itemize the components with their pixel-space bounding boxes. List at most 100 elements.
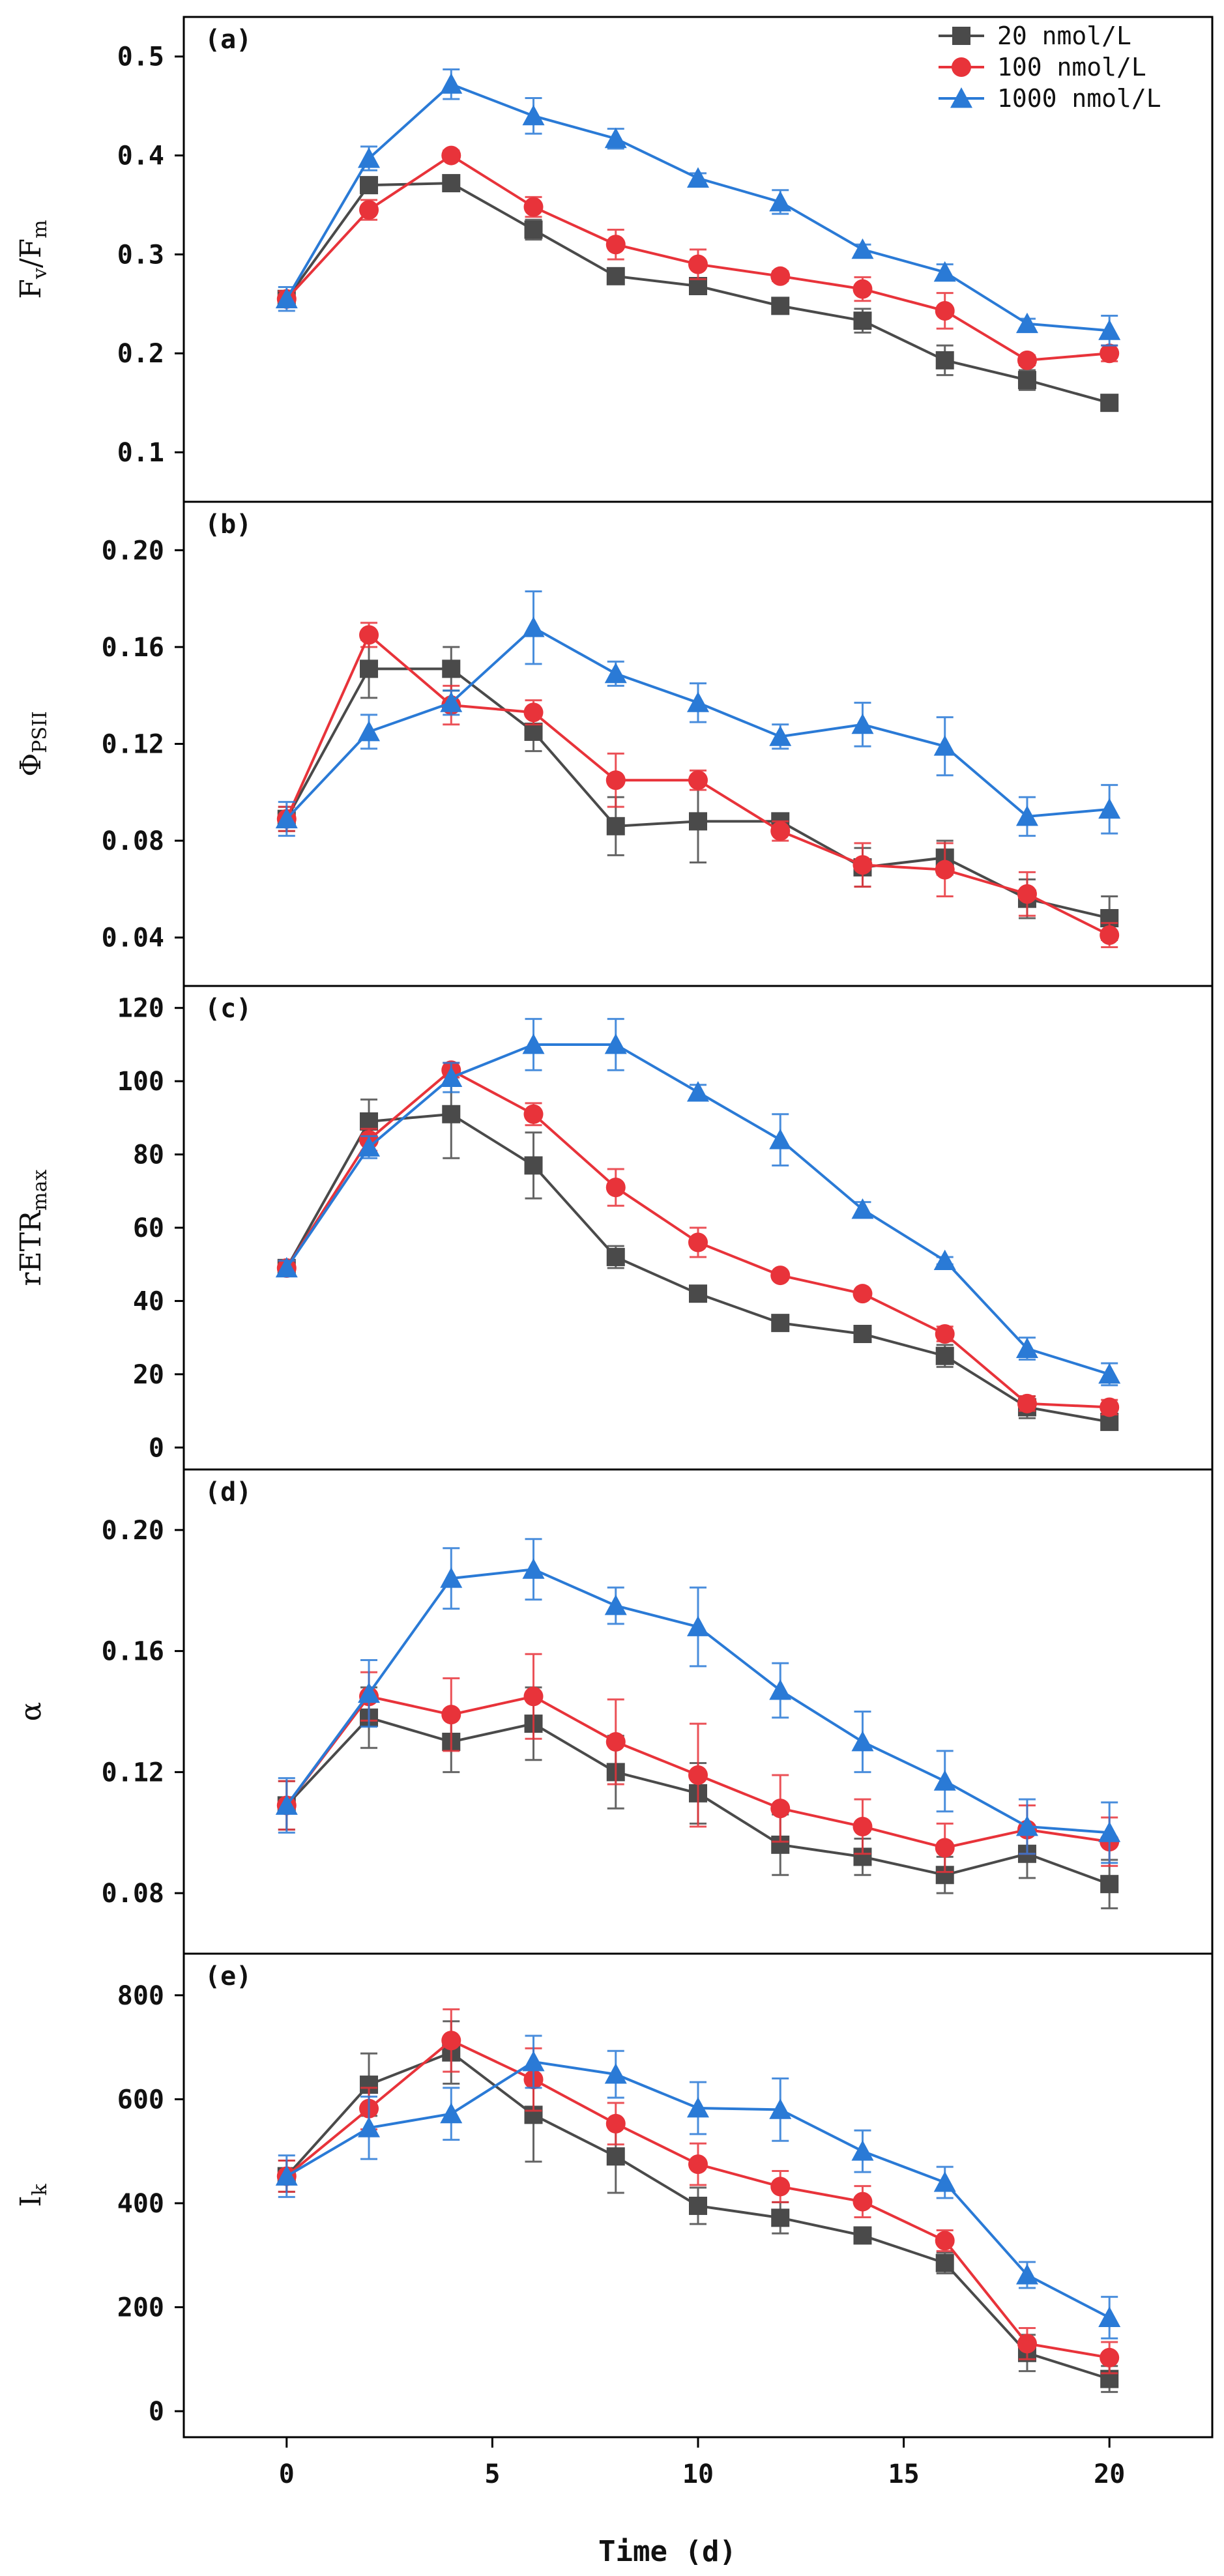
data-point [689,2196,707,2215]
data-point [935,1324,955,1344]
series-20-nmol-l [277,2020,1119,2394]
y-tick-label: 0.08 [102,826,164,856]
legend-entry: 100 nmol/L [939,53,1146,81]
data-point [852,279,873,299]
data-point [358,1136,381,1157]
data-point [604,127,627,149]
data-point [605,2113,626,2134]
data-point [604,2063,627,2084]
data-point [852,1284,873,1304]
y-tick-label: 0.1 [117,438,164,468]
data-point [442,1105,461,1123]
data-point [442,659,461,678]
data-point [441,145,461,166]
legend-label: 20 nmol/L [997,22,1131,50]
data-point [770,2177,791,2197]
data-point [360,176,379,195]
data-point [933,735,956,756]
data-point [769,190,792,212]
panel-letter: (e) [205,1961,252,1991]
x-tick-label: 5 [484,2459,500,2489]
panel-letter: (b) [205,510,252,540]
series-1000-nmol-l [275,1018,1121,1387]
y-tick-label: 0 [149,1433,164,1463]
data-point [1098,319,1121,340]
data-point [605,1178,626,1198]
data-point [440,2102,463,2124]
data-point [604,1033,627,1054]
data-point [687,691,709,712]
data-point [688,770,708,790]
y-tick-label: 40 [133,1286,164,1316]
data-point [1100,1875,1119,1894]
data-point [275,1256,298,1278]
y-tick-label: 100 [117,1067,164,1097]
data-point [933,261,956,282]
data-point [935,351,954,369]
series-20-nmol-l [277,174,1119,412]
data-point [275,807,298,829]
data-point [440,691,463,712]
data-point [1015,2264,1038,2285]
y-tick-label: 600 [117,2085,164,2115]
data-point [853,2226,872,2245]
y-tick-label: 80 [133,1140,164,1170]
y-tick-label: 0.12 [102,730,164,760]
panels-layer: 0.10.20.30.40.5(a)Fv/Fm0.040.080.120.160… [14,16,1214,2439]
data-point [1100,394,1119,412]
data-point [1098,1821,1121,1842]
data-point [771,2208,790,2227]
legend-label: 100 nmol/L [997,53,1146,81]
y-tick-label: 0 [149,2397,164,2427]
data-point [359,200,379,220]
y-tick-label: 0.20 [102,536,164,566]
data-point [1100,1397,1120,1417]
panel-a: 0.1 0.2 0.3 0.4 0.5 (a) Fv/Fm [14,25,1121,468]
legend-marker [950,87,972,108]
data-point [606,2147,625,2166]
data-point [770,1799,791,1819]
data-point [441,1705,461,1725]
data-point [604,1594,627,1615]
data-point [852,1816,873,1836]
x-tick-label: 20 [1094,2459,1125,2489]
data-point [933,1770,956,1791]
series-100-nmol-l [276,1060,1120,1417]
data-point [1015,312,1038,334]
data-point [771,1314,790,1333]
data-point [1017,1393,1037,1413]
data-point [605,1731,626,1752]
data-point [935,860,955,880]
data-point [524,722,543,741]
legend-entry: 1000 nmol/L [939,84,1161,113]
data-point [441,2031,461,2051]
panel-letter: (d) [205,1477,252,1507]
data-point [687,1615,709,1636]
y-axis-label: rETRmax [14,1169,51,1286]
y-tick-label: 0.5 [117,42,164,72]
panel-letter: (c) [205,994,252,1024]
data-point [851,1730,874,1752]
data-point [687,2096,709,2118]
data-point [523,702,544,723]
data-point [360,1112,379,1131]
data-point [606,817,625,835]
legend: 20 nmol/L 100 nmol/L 1000 nmol/L [939,22,1161,113]
y-tick-label: 0.3 [117,240,164,270]
panel-d: 0.08 0.12 0.16 0.20 (d) α [14,1468,1212,1909]
data-point [935,2231,955,2251]
data-point [358,1682,381,1703]
y-tick-label: 800 [117,1981,164,2011]
data-point [522,2050,545,2072]
y-axis-label: α [14,1702,48,1722]
data-point [770,1266,791,1286]
data-point [605,770,626,790]
x-tick-label: 0 [279,2459,295,2489]
series-100-nmol-l [276,145,1120,370]
data-point [275,2165,298,2186]
data-point [769,725,792,746]
data-point [358,2117,381,2137]
y-tick-label: 20 [133,1360,164,1390]
data-point [358,147,381,168]
